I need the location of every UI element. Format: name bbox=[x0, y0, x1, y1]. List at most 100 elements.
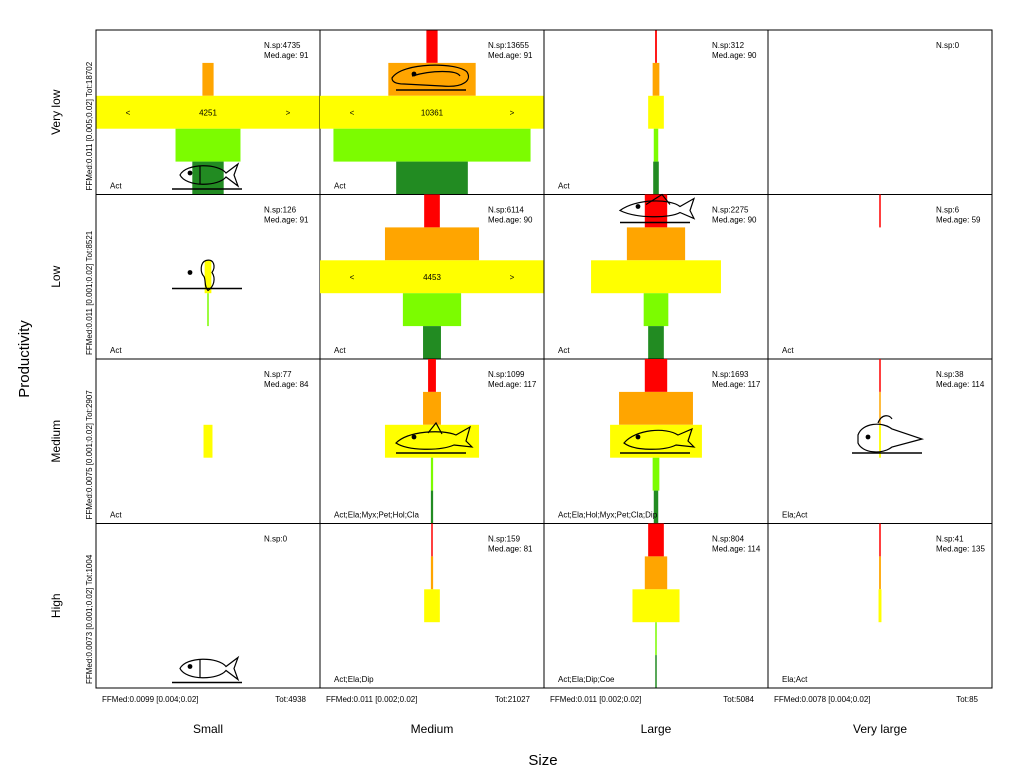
column-label-1: Medium bbox=[411, 722, 454, 736]
cell-0-1-band-count: 10361 bbox=[421, 108, 444, 117]
cell-2-0-medage-label: Med.age: 84 bbox=[264, 380, 309, 389]
cell-0-2-band-lightgreen bbox=[653, 128, 659, 162]
cell-1-2-groups-label: Act bbox=[558, 346, 570, 355]
cell-2-1-band-orange bbox=[423, 391, 441, 425]
cell-1-2-flatfish-fish-icon bbox=[618, 193, 696, 224]
cell-3-1-groups-label: Act;Ela;Dip bbox=[334, 675, 374, 684]
cell-3-3-band-orange bbox=[879, 556, 881, 590]
cell-2-0-nsp-label: N.sp:77 bbox=[264, 370, 292, 379]
cell-1-2-fish-eye bbox=[635, 204, 641, 209]
cell-0-2-band-yellow bbox=[648, 95, 664, 129]
cell-0-1-fish-outline-1 bbox=[411, 70, 461, 77]
cell-3-2-band-darkgreen bbox=[655, 655, 657, 688]
cell-1-2-medage-label: Med.age: 90 bbox=[712, 216, 757, 225]
column-label-0: Small bbox=[193, 722, 223, 736]
cell-1-3-medage-label: Med.age: 59 bbox=[936, 216, 981, 225]
cell-2-3-nsp-label: N.sp:38 bbox=[936, 370, 964, 379]
cell-2-0-groups-label: Act bbox=[110, 511, 122, 520]
cell-1-0-seahorse-fish-icon bbox=[172, 259, 242, 292]
column-label-2: Large bbox=[641, 722, 672, 736]
cell-1-1-groups-label: Act bbox=[334, 346, 346, 355]
cell-0-2-nsp-label: N.sp:312 bbox=[712, 41, 745, 50]
row-margin-2: FFMed:0.0075 [0.001;0.02] Tot:2907 bbox=[85, 390, 94, 520]
cell-0-1-nsp-label: N.sp:13655 bbox=[488, 41, 529, 50]
cell-2-3-groups-label: Ela;Act bbox=[782, 511, 808, 520]
cell-3-0-nsp-label: N.sp:0 bbox=[264, 535, 288, 544]
cell-2-3-band-orange bbox=[879, 391, 881, 425]
cell-2-1-band-lightgreen bbox=[430, 457, 434, 491]
cell-0-0-overflow-left: < bbox=[126, 108, 131, 117]
row-label-3: High bbox=[49, 593, 63, 618]
cell-0-0-fish-outline-0 bbox=[179, 162, 240, 188]
cell-3-3-groups-label: Ela;Act bbox=[782, 675, 808, 684]
cell-3-0-fish-outline-0 bbox=[179, 655, 240, 682]
cell-0-0-overflow-right: > bbox=[286, 108, 291, 117]
cell-1-3-nsp-label: N.sp:6 bbox=[936, 206, 960, 215]
cell-1-1-nsp-label: N.sp:6114 bbox=[488, 206, 524, 215]
cell-3-0-border bbox=[95, 523, 321, 689]
row-label-1: Low bbox=[49, 265, 63, 287]
cell-2-3-band-yellow bbox=[879, 424, 881, 458]
cell-2-3-medage-label: Med.age: 114 bbox=[936, 380, 985, 389]
cell-2-3-fish-eye bbox=[865, 434, 871, 440]
cell-1-2-nsp-label: N.sp:2275 bbox=[712, 206, 749, 215]
cell-0-1-medage-label: Med.age: 91 bbox=[488, 51, 533, 60]
cell-3-2-band-red bbox=[648, 523, 664, 557]
cell-1-2-band-lightgreen bbox=[643, 293, 669, 327]
cell-0-2-band-darkgreen bbox=[653, 161, 659, 195]
cell-2-2-band-darkgreen bbox=[653, 490, 659, 524]
cell-3-2-medage-label: Med.age: 114 bbox=[712, 545, 761, 554]
cell-3-1-band-red bbox=[431, 523, 433, 557]
cell-0-0-band-lightgreen bbox=[175, 128, 241, 162]
cell-0-0-nsp-label: N.sp:4735 bbox=[264, 41, 301, 50]
cell-0-0-groups-label: Act bbox=[110, 182, 122, 191]
cell-1-1-band-orange bbox=[384, 227, 480, 261]
cell-0-0-fusiform-fish-icon bbox=[172, 162, 242, 190]
cell-3-2-band-yellow bbox=[632, 589, 680, 623]
cell-2-2-ray-fish-icon bbox=[620, 427, 696, 454]
cell-2-3-fish-outline-0 bbox=[857, 423, 925, 453]
cell-2-2-groups-label: Act;Ela;Hol;Myx;Pet;Cla;Dip bbox=[558, 511, 658, 520]
cell-2-2-band-orange bbox=[619, 391, 693, 425]
plot-frame bbox=[95, 29, 993, 689]
cell-1-0-nsp-label: N.sp:126 bbox=[264, 206, 297, 215]
cell-0-1-band-red bbox=[426, 30, 438, 63]
column-ffmed-1: FFMed:0.011 [0.002;0.02] bbox=[326, 695, 417, 704]
column-ffmed-2: FFMed:0.011 [0.002;0.02] bbox=[550, 695, 641, 704]
cell-2-2-fish-eye bbox=[635, 434, 641, 440]
cell-1-2-fish-outline-1 bbox=[645, 193, 671, 206]
cell-2-1-medage-label: Med.age: 117 bbox=[488, 380, 537, 389]
cell-3-2-band-orange bbox=[644, 556, 668, 590]
cell-1-1-overflow-right: > bbox=[510, 273, 515, 282]
cell-3-1-band-yellow bbox=[424, 589, 440, 623]
cell-1-1-medage-label: Med.age: 90 bbox=[488, 216, 533, 225]
cell-2-2-band-red bbox=[644, 359, 668, 392]
cell-1-1-band-lightgreen bbox=[402, 293, 462, 327]
column-ffmed-0: FFMed:0.0099 [0.004;0.02] bbox=[102, 695, 199, 704]
cell-3-3-band-red bbox=[879, 523, 881, 557]
cell-0-1-band-lightgreen bbox=[333, 128, 531, 162]
cell-1-1-band-yellow bbox=[320, 260, 544, 294]
cell-1-2-band-orange bbox=[626, 227, 686, 261]
cell-1-0-fish-outline-0 bbox=[200, 259, 215, 292]
cell-3-0-fusiform-fish-icon bbox=[172, 655, 242, 684]
cell-2-2-medage-label: Med.age: 117 bbox=[712, 380, 761, 389]
cell-2-1-fish-eye bbox=[411, 434, 417, 440]
cell-0-1-overflow-right: > bbox=[510, 108, 515, 117]
cell-1-0-fish-eye bbox=[187, 270, 193, 275]
row-label-0: Very low bbox=[49, 89, 63, 135]
cell-2-1-groups-label: Act;Ela;Myx;Pet;Hol;Cla bbox=[334, 511, 419, 520]
cell-3-1-band-orange bbox=[430, 556, 434, 590]
column-label-3: Very large bbox=[853, 722, 907, 736]
cell-2-2-band-lightgreen bbox=[652, 457, 660, 491]
row-margin-1: FFMed:0.011 [0.001;0.02] Tot:8521 bbox=[85, 230, 94, 355]
